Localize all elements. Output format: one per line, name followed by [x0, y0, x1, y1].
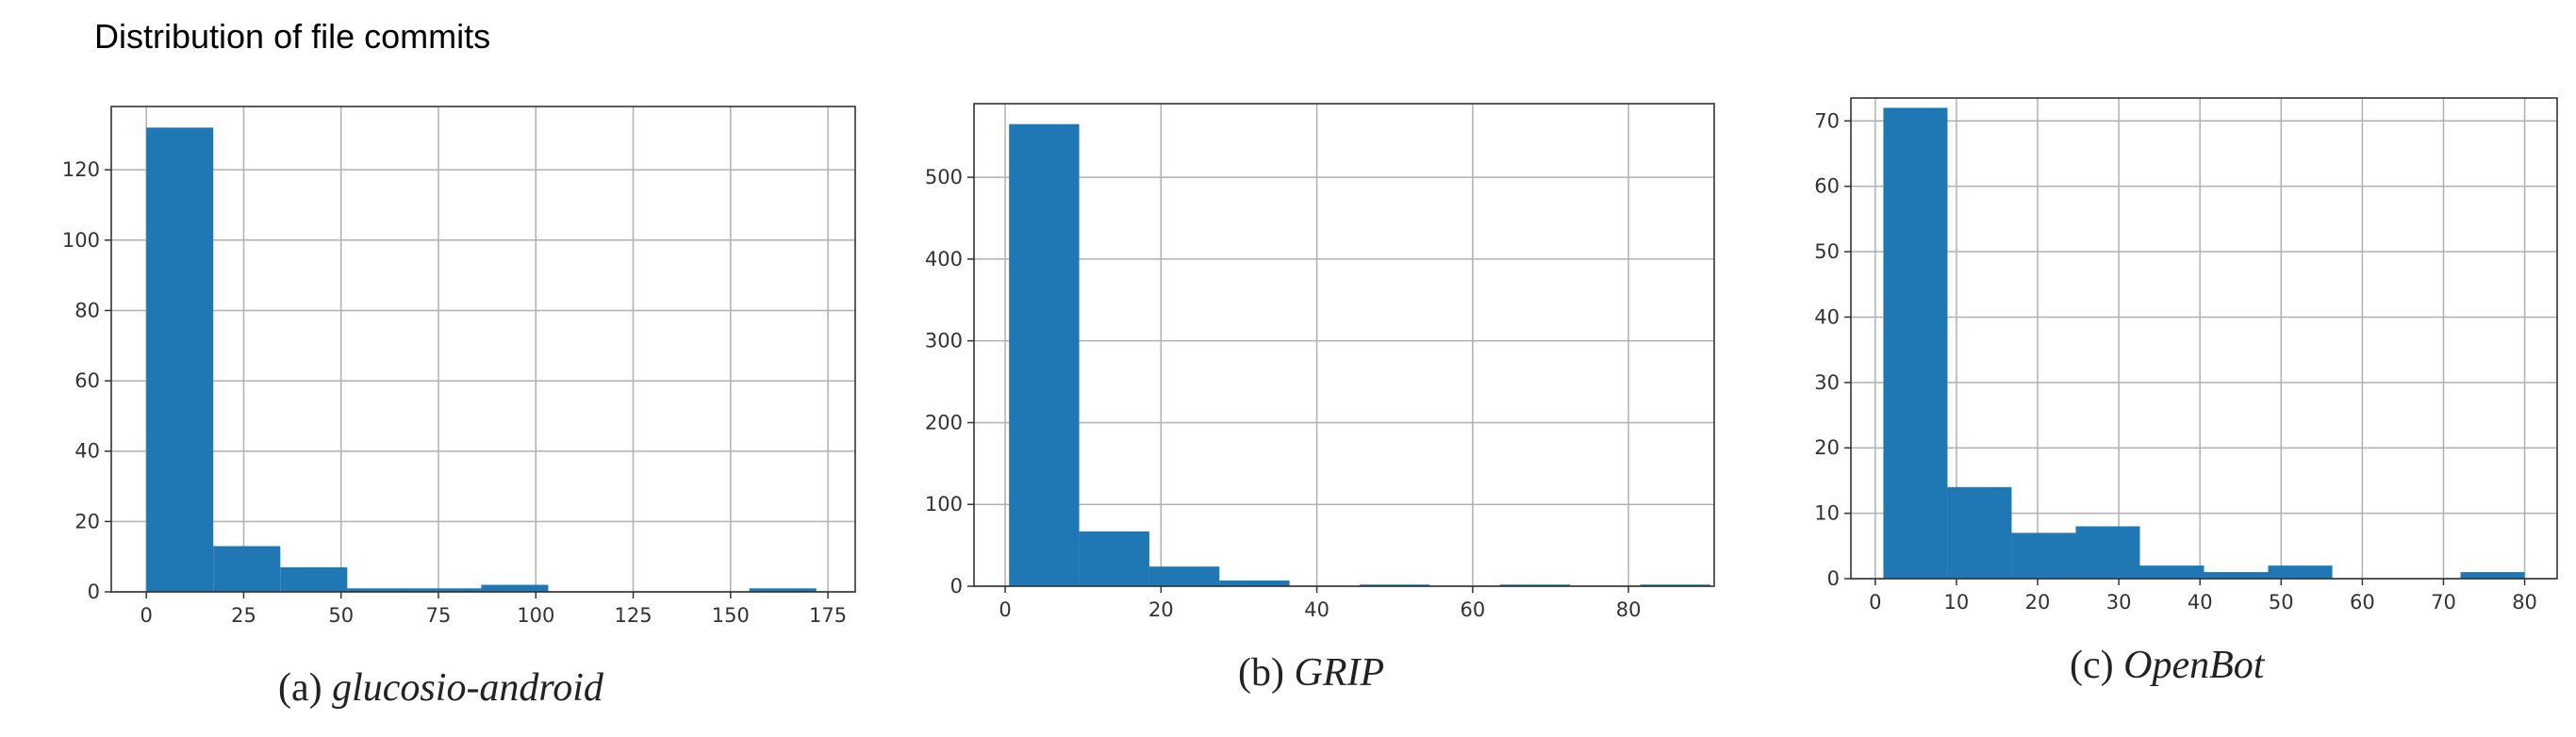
x-tick-label: 20 [2025, 591, 2051, 614]
y-tick-label: 50 [1814, 240, 1840, 263]
x-tick-label: 20 [1148, 598, 1174, 621]
histogram-chart-b: 0 20 40 60 80 0 100 200 300 400 500 [925, 103, 1715, 621]
y-tick-label: 500 [925, 166, 963, 188]
histogram-bar [1499, 584, 1571, 586]
caption-c-label: (c) [2070, 644, 2114, 687]
y-tick-label: 80 [74, 299, 100, 321]
y-tick-label: 120 [62, 158, 100, 181]
caption-a-name: glucosio-android [332, 666, 603, 710]
histogram-bar [1079, 531, 1149, 586]
page-title: Distribution of file commits [94, 17, 491, 56]
histogram-bar [347, 588, 415, 592]
x-tick-label: 60 [1460, 598, 1485, 621]
x-tick-label: 175 [809, 604, 847, 627]
x-tick-label: 80 [1616, 598, 1642, 621]
y-tick-label: 0 [1827, 567, 1840, 590]
x-tick-label: 125 [614, 604, 652, 627]
histogram-chart-c: 0 10 20 30 40 50 60 70 80 0 10 20 30 40 50 60 70 [1814, 97, 2558, 614]
x-tick-label: 70 [2431, 591, 2456, 614]
x-tick-label: 80 [2512, 591, 2537, 614]
caption-b: (b) GRIP [1238, 650, 1384, 696]
x-tick-label: 50 [2269, 591, 2294, 614]
histogram-bar [1148, 566, 1220, 586]
plot-frame [973, 103, 1715, 587]
histogram-bar [2011, 532, 2076, 579]
histogram-bar [2204, 572, 2269, 579]
plot-frame [1850, 97, 2558, 580]
x-tick-label: 30 [2106, 591, 2132, 614]
y-tick-label: 200 [925, 411, 963, 434]
y-tick-label: 40 [74, 440, 100, 463]
x-tick-label: 50 [328, 604, 354, 627]
x-tick-label: 0 [999, 598, 1011, 621]
y-tick-label: 0 [950, 575, 963, 598]
x-tick-label: 40 [2188, 591, 2213, 614]
y-tick-label: 60 [74, 369, 100, 392]
caption-c: (c) OpenBot [2070, 643, 2264, 688]
caption-b-name: GRIP [1294, 651, 1385, 695]
x-tick-label: 0 [140, 604, 152, 627]
histogram-bar [2268, 565, 2333, 579]
caption-a-label: (a) [278, 666, 322, 710]
histogram-bar [2075, 526, 2140, 579]
x-tick-label: 10 [1944, 591, 1970, 614]
y-tick-label: 400 [925, 248, 963, 270]
y-tick-label: 20 [1814, 436, 1840, 459]
y-tick-label: 60 [1814, 175, 1840, 198]
y-tick-label: 10 [1814, 502, 1840, 525]
y-tick-label: 70 [1814, 109, 1840, 132]
y-tick-label: 100 [925, 493, 963, 516]
histogram-bar [2460, 572, 2525, 579]
histogram-bar [146, 127, 214, 593]
histogram-bar [280, 566, 348, 592]
y-tick-label: 100 [62, 229, 100, 252]
plot-frame [110, 106, 856, 593]
histogram-bar [481, 584, 549, 592]
histogram-bar [414, 588, 482, 592]
caption-a: (a) glucosio-android [278, 665, 603, 711]
y-tick-label: 30 [1814, 371, 1840, 394]
y-tick-label: 300 [925, 330, 963, 352]
x-tick-label: 0 [1869, 591, 1881, 614]
x-tick-label: 75 [426, 604, 452, 627]
x-tick-label: 60 [2350, 591, 2375, 614]
histogram-bar [1009, 123, 1080, 586]
caption-b-label: (b) [1238, 651, 1284, 695]
histogram-bar [1883, 107, 1948, 579]
histogram-bar [1947, 486, 2012, 579]
x-tick-label: 40 [1304, 598, 1329, 621]
y-tick-label: 20 [74, 510, 100, 532]
histogram-bar [1360, 584, 1430, 586]
caption-c-name: OpenBot [2123, 644, 2265, 687]
x-tick-label: 100 [517, 604, 554, 627]
y-tick-label: 40 [1814, 305, 1840, 328]
histogram-chart-a: 0 25 50 75 100 125 150 175 0 20 40 60 80 100 120 [62, 106, 856, 627]
histogram-bar [213, 546, 281, 592]
x-tick-label: 150 [712, 604, 750, 627]
histogram-bar [1640, 584, 1710, 586]
histogram-bar [2139, 565, 2204, 579]
histogram-bar [749, 588, 817, 592]
y-tick-label: 0 [88, 581, 100, 603]
histogram-bar [1219, 580, 1290, 586]
x-tick-label: 25 [231, 604, 256, 627]
